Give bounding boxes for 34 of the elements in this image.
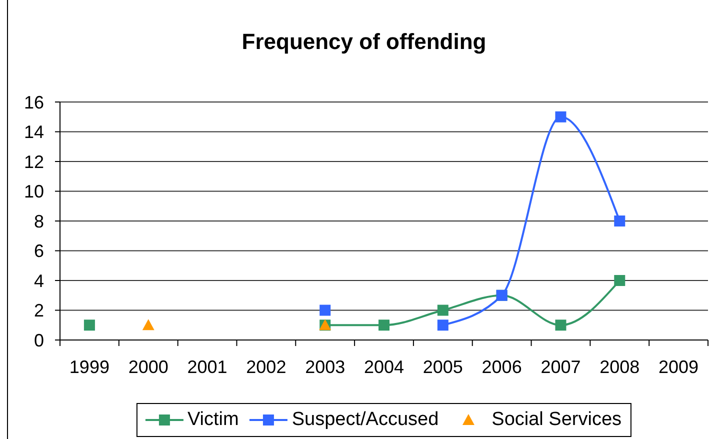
y-tick-label: 2 (34, 300, 44, 321)
x-tick-label: 2000 (128, 357, 168, 377)
point (437, 320, 448, 331)
x-tick-label: 2001 (187, 357, 228, 377)
point (142, 319, 154, 330)
x-tick-label: 2009 (658, 357, 699, 377)
x-tick-label: 2002 (246, 357, 286, 377)
y-tick-label: 6 (34, 241, 44, 262)
point (437, 304, 448, 316)
point (614, 216, 626, 226)
x-tick-label: 1999 (69, 357, 110, 377)
point (84, 320, 95, 331)
chart-title: Frequency of offending (242, 29, 486, 55)
y-tick-label: 0 (34, 330, 44, 350)
y-tick-label: 16 (24, 92, 44, 112)
point (378, 320, 390, 331)
x-tick-label: 2003 (305, 357, 346, 377)
legend-label: Suspect/Accused (292, 409, 439, 431)
legend-label: Social Services (492, 409, 622, 431)
y-tick-label: 10 (24, 182, 44, 202)
y-tick-label: 14 (24, 122, 44, 142)
point (555, 111, 566, 122)
x-tick-label: 2004 (364, 357, 404, 377)
legend-label: Victim (187, 409, 239, 431)
point (320, 304, 331, 316)
x-tick-label: 2005 (422, 357, 463, 377)
x-tick-label: 2006 (482, 357, 522, 377)
x-tick-label: 2007 (540, 357, 581, 377)
point (555, 320, 566, 331)
y-tick-label: 8 (34, 211, 44, 232)
y-tick-label: 4 (34, 270, 44, 291)
y-tick-label: 12 (24, 152, 44, 172)
x-tick-label: 2008 (600, 357, 640, 377)
point (614, 275, 626, 286)
